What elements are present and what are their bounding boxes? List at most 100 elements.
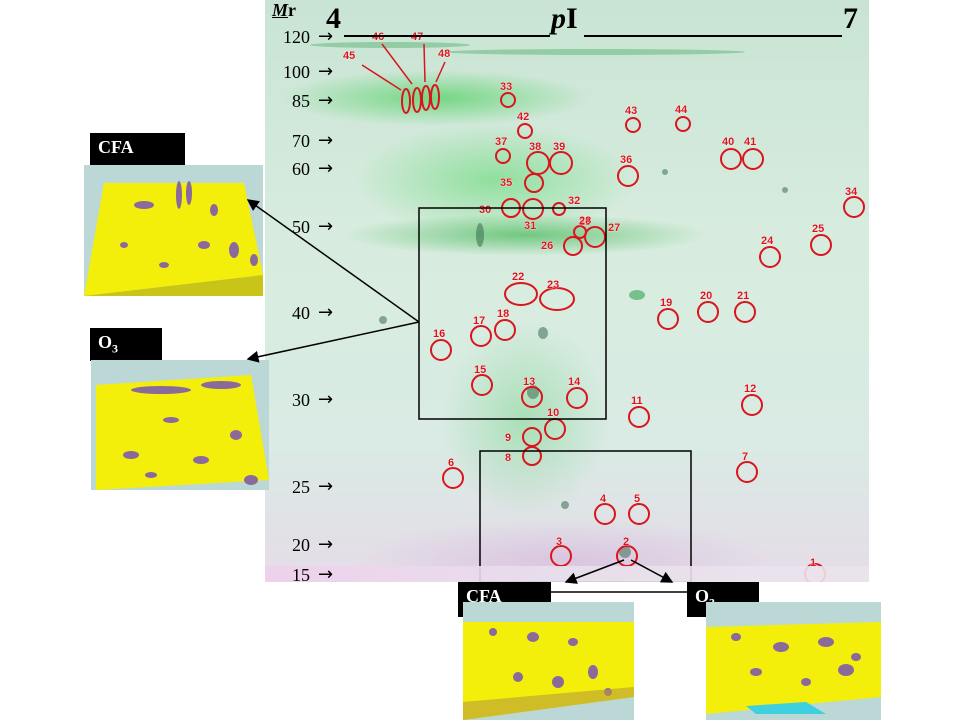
spot-label: 11 [631, 395, 643, 407]
spot-41-circle [742, 148, 764, 170]
spot-21-circle [734, 301, 756, 323]
mr-tick-label: 20 [292, 535, 310, 555]
spot-pointer-arrows [361, 43, 446, 91]
spot-label: 1 [810, 557, 816, 569]
spot-9-circle [522, 427, 542, 447]
cfa-surface-plot-left [84, 165, 263, 296]
spot-label: 29 [579, 216, 591, 228]
spot-label: 4 [600, 493, 607, 505]
spot-label: 32 [568, 195, 580, 207]
spot-7-circle [736, 461, 758, 483]
mr-tick-label: 85 [292, 91, 310, 111]
spot-label: 48 [438, 48, 450, 60]
spot-label: 40 [722, 136, 734, 148]
spot-5-circle [628, 503, 650, 525]
spot-label: 14 [568, 376, 581, 388]
spot-20-circle [697, 301, 719, 323]
spot-27-circle [584, 226, 606, 248]
o3-surface-plot-bottom [706, 602, 881, 720]
spot-42-circle [517, 123, 533, 139]
spot-38-circle [526, 151, 550, 175]
spot-label: 22 [512, 271, 524, 283]
spot-6-circle [442, 467, 464, 489]
zoom-box-bottom [479, 450, 692, 582]
cfa-label-left: CFA [90, 133, 185, 168]
spot-label: 21 [737, 290, 749, 302]
spot-36-circle [617, 165, 639, 187]
spot-label: 20 [700, 290, 712, 302]
spot-28-circle [573, 225, 587, 239]
spot-label: 46 [372, 31, 384, 43]
spot-label: 17 [473, 315, 485, 327]
spot-14-circle [566, 387, 588, 409]
spot-label: 43 [625, 105, 637, 117]
cfa-surface-plot-bottom [463, 602, 634, 720]
right-arrow-icon: → [318, 26, 334, 47]
spot-12-circle [741, 394, 763, 416]
spot-24-circle [759, 246, 781, 268]
pi-axis-line-right [584, 35, 842, 37]
spot-label: 34 [845, 186, 858, 198]
spot-label: 33 [500, 81, 512, 93]
spot-label: 7 [742, 451, 748, 463]
spot-label: 5 [634, 493, 640, 505]
mr-tick-label: 50 [292, 217, 310, 237]
right-arrow-icon: → [318, 389, 334, 410]
spot-label: 36 [620, 154, 632, 166]
spot-label: 13 [523, 376, 535, 388]
spot-label: 9 [505, 432, 511, 444]
spot-label: 45 [343, 50, 355, 62]
spot-34-circle [843, 196, 865, 218]
spot-label: 6 [448, 457, 454, 469]
spot-label: 15 [474, 364, 486, 376]
spot-label: 2 [623, 536, 629, 548]
spot-label: 35 [500, 177, 512, 189]
spot-48-circle [430, 84, 440, 110]
spot-31-circle [522, 198, 544, 220]
spot-label: 44 [675, 104, 688, 116]
gel-overlay: 1 2 3 4 5 6 7 8 9 10 11 12 13 14 15 16 1… [310, 31, 865, 582]
right-arrow-icon: → [318, 534, 334, 555]
spot-18-circle [494, 319, 516, 341]
spot-3-circle [550, 545, 572, 567]
spot-40-circle [720, 148, 742, 170]
spot-label: 37 [495, 136, 507, 148]
spot-label: 24 [761, 235, 774, 247]
spot-39-circle [549, 151, 573, 175]
spot-labels: 1 2 3 4 5 6 7 8 9 10 11 12 13 14 15 16 1… [343, 31, 859, 570]
gel-spots [310, 42, 788, 558]
spot-43-circle [625, 117, 641, 133]
spot-label: 23 [547, 279, 559, 291]
spot-11-circle [628, 406, 650, 428]
spot-circles [401, 84, 865, 582]
pi-start-label: 4 [326, 2, 341, 35]
o3-label-left: O3 [90, 328, 162, 361]
spot-label: 16 [433, 328, 445, 340]
pi-axis-title: pI [551, 2, 578, 35]
mr-tick-label: 60 [292, 159, 310, 179]
mr-tick-label: 100 [283, 62, 310, 82]
mr-tick-label: 30 [292, 390, 310, 410]
spot-label: 27 [608, 222, 620, 234]
right-arrow-icon: → [318, 476, 334, 497]
spot-32-circle [552, 202, 566, 216]
spot-33-circle [500, 92, 516, 108]
spot-45-circle [401, 88, 411, 114]
spot-label: 10 [547, 407, 559, 419]
spot-35-circle [524, 173, 544, 193]
gel-image: 1 2 3 4 5 6 7 8 9 10 11 12 13 14 15 16 1… [265, 0, 869, 582]
spot-label: 18 [497, 308, 509, 320]
spot-16-circle [430, 339, 452, 361]
spot-19-circle [657, 308, 679, 330]
spot-label: 19 [660, 297, 672, 309]
spot-label: 30 [479, 204, 491, 216]
spot-17-circle [470, 325, 492, 347]
spot-label: 3 [556, 536, 562, 548]
spot-label: 38 [529, 141, 541, 153]
pi-end-label: 7 [843, 2, 858, 35]
spot-22-circle [504, 282, 538, 306]
mr-axis-title: Mr [272, 0, 297, 20]
spot-8-circle [522, 446, 542, 466]
zoom-boxes [418, 207, 692, 582]
right-arrow-icon: → [318, 158, 334, 179]
